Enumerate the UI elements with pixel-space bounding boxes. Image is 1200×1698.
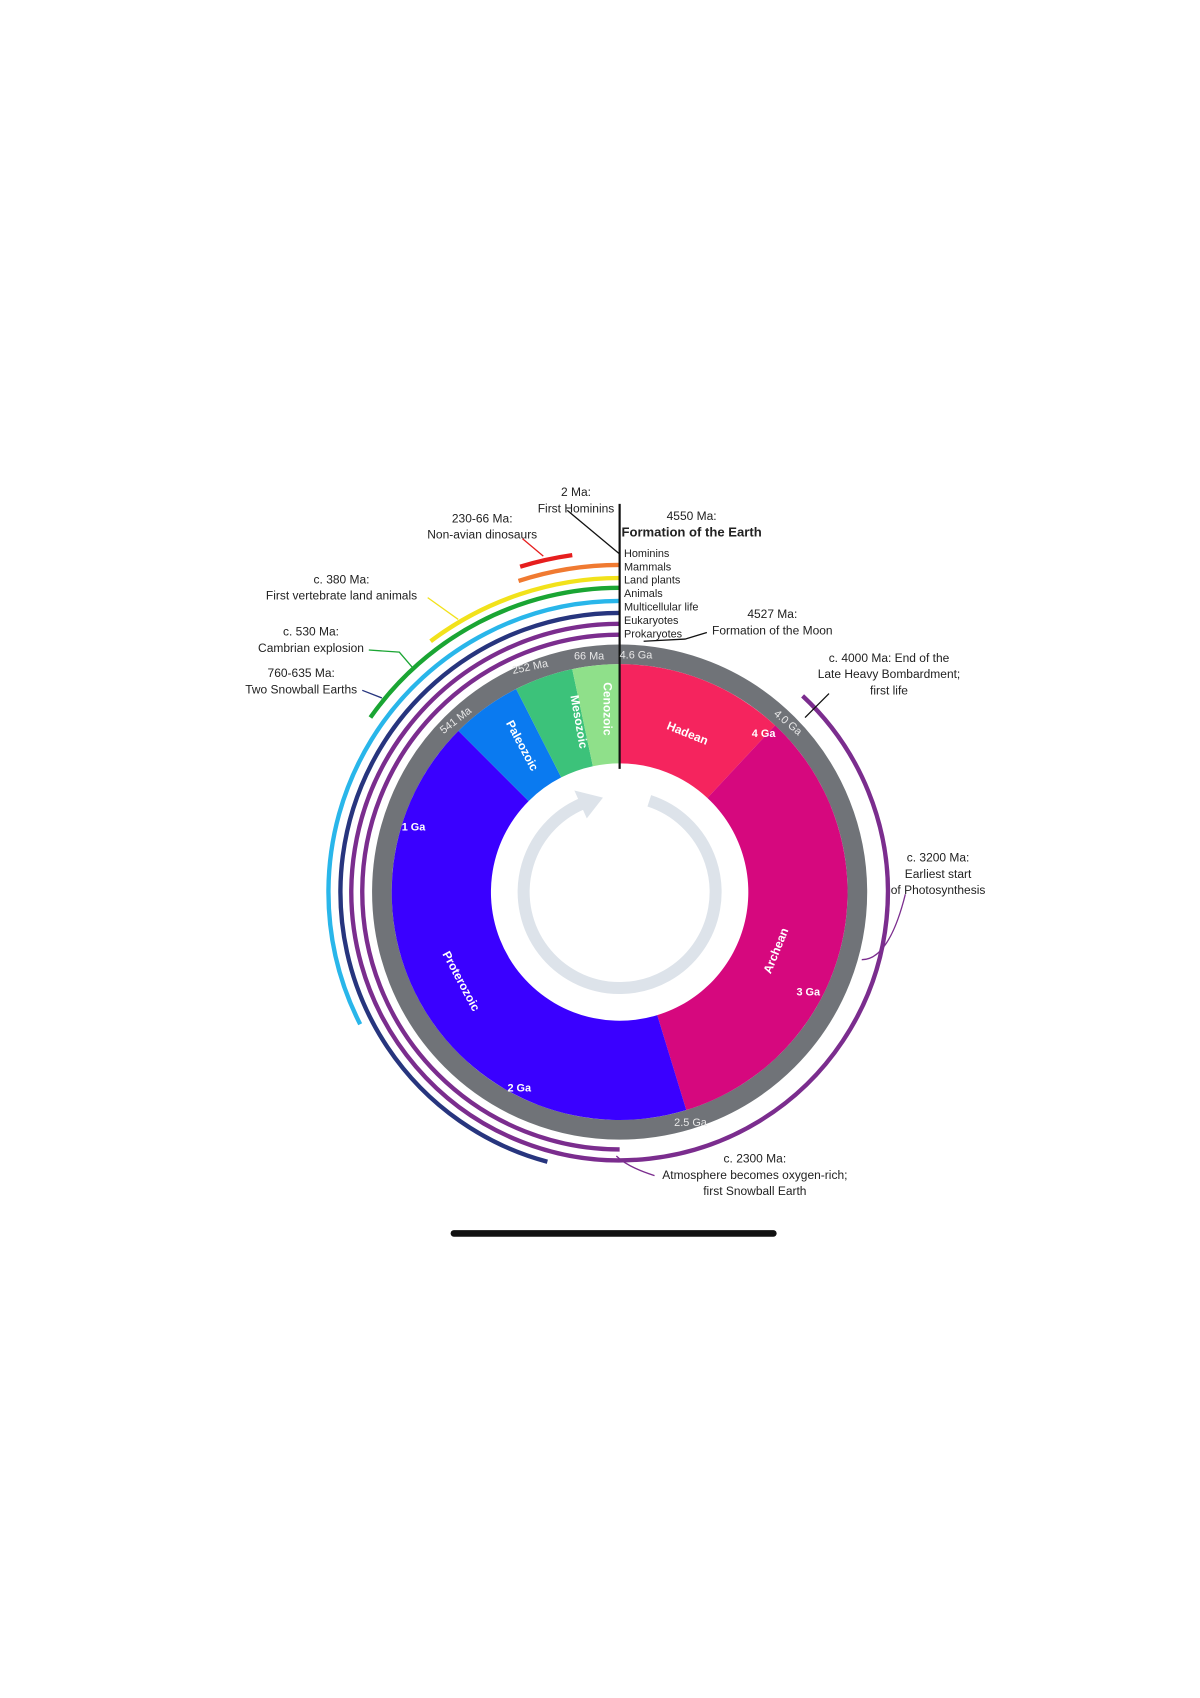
leader-line xyxy=(861,894,906,961)
event-label: first life xyxy=(870,684,908,698)
lineage-label: Eukaryotes xyxy=(624,615,679,627)
event-label: of Photosynthesis xyxy=(891,883,986,897)
lineage-label: Hominins xyxy=(624,548,670,560)
era-segment xyxy=(619,664,776,798)
leader-line xyxy=(522,538,544,557)
event-label: Non-avian dinosaurs xyxy=(427,528,537,542)
event-label: first Snowball Earth xyxy=(703,1184,806,1198)
event-label: c. 2300 Ma: xyxy=(724,1151,787,1165)
lineage-label: Land plants xyxy=(624,575,681,587)
event-label: Atmosphere becomes oxygen-rich; xyxy=(662,1168,847,1182)
life-arc xyxy=(360,632,620,1152)
event-label: Cambrian explosion xyxy=(258,641,364,655)
life-arc xyxy=(326,598,620,1026)
event-label: Late Heavy Bombardment; xyxy=(818,667,961,681)
event-label: 760-635 Ma: xyxy=(268,666,335,680)
event-label: First Hominins xyxy=(538,501,615,515)
event-label: c. 380 Ma: xyxy=(314,572,370,586)
life-arc xyxy=(338,610,620,1164)
arrow-head xyxy=(574,790,603,819)
leader-line xyxy=(368,649,413,668)
lineage-label: Multicellular life xyxy=(624,602,698,614)
event-label: Earliest start xyxy=(905,867,972,881)
inner-tick-label: 4 Ga xyxy=(752,728,777,740)
ring-tick-label: 2.5 Ga xyxy=(674,1117,708,1129)
event-label: First vertebrate land animals xyxy=(266,589,417,603)
event-label: Two Snowball Earths xyxy=(245,682,357,696)
inner-tick-label: 1 Ga xyxy=(402,822,427,834)
leader-line xyxy=(566,509,621,555)
event-label: 4550 Ma: xyxy=(667,509,717,523)
leader-line xyxy=(804,693,830,719)
life-arc xyxy=(517,562,620,583)
life-arc xyxy=(349,621,891,1163)
inner-tick-label: 3 Ga xyxy=(796,986,821,998)
era-segment xyxy=(572,664,620,767)
leader-line xyxy=(362,689,383,699)
lineage-label: Mammals xyxy=(624,561,672,573)
event-label: 2 Ma: xyxy=(561,485,591,499)
era-segment xyxy=(458,688,562,802)
event-label: c. 530 Ma: xyxy=(283,625,339,639)
life-arc xyxy=(519,552,573,569)
era-segment xyxy=(657,725,848,1111)
ring-tick-label: 4.6 Ga xyxy=(620,649,654,661)
event-label: c. 4000 Ma: End of the xyxy=(829,651,950,665)
event-label: Formation of the Earth xyxy=(621,525,761,540)
life-arc xyxy=(368,585,620,719)
inner-tick-label: 2 Ga xyxy=(507,1082,532,1094)
event-label: c. 3200 Ma: xyxy=(907,850,970,864)
lineage-label: Prokaryotes xyxy=(624,628,683,640)
life-arc xyxy=(429,575,620,643)
ring-tick-label: 66 Ma xyxy=(574,650,605,662)
era-segment xyxy=(516,669,593,778)
leader-line xyxy=(643,631,708,642)
lineage-label: Animals xyxy=(624,588,663,600)
event-label: 230-66 Ma: xyxy=(452,511,513,525)
scrollbar xyxy=(450,1230,777,1237)
event-label: 4527 Ma: xyxy=(747,607,797,621)
event-label: Formation of the Moon xyxy=(712,624,833,638)
era-segment xyxy=(391,730,687,1121)
cycle-arrow xyxy=(517,795,722,995)
leader-line xyxy=(615,1155,655,1177)
era-label: Cenozoic xyxy=(600,682,614,736)
leader-line xyxy=(427,597,459,620)
